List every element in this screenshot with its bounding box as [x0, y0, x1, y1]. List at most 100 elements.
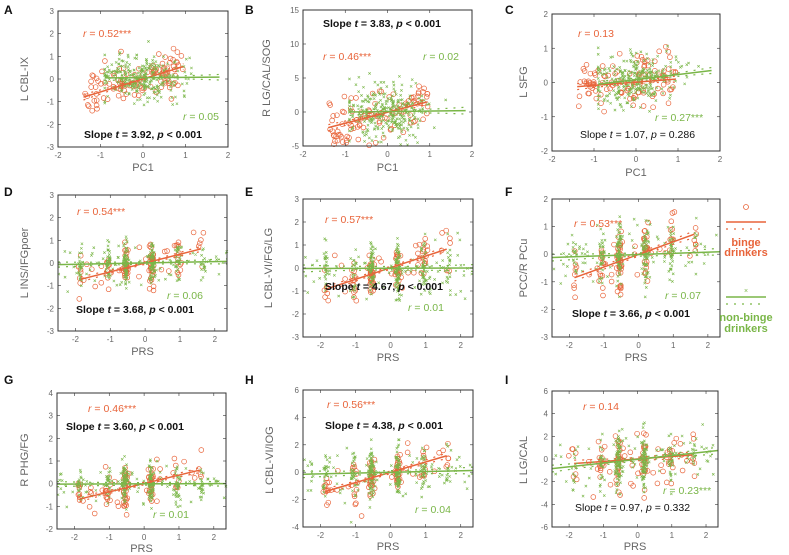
nonbinge-point — [394, 261, 398, 265]
nonbinge-point — [325, 272, 329, 276]
binge-points — [75, 447, 205, 518]
nonbinge-point — [387, 126, 391, 130]
nonbinge-point — [626, 101, 630, 105]
nonbinge-point — [391, 127, 395, 131]
nonbinge-point — [608, 265, 612, 269]
y-tick-label: -1 — [46, 502, 54, 511]
nonbinge-point — [669, 60, 673, 64]
nonbinge-point — [618, 225, 622, 229]
nonbinge-point — [138, 82, 142, 86]
nonbinge-point — [440, 473, 444, 477]
nonbinge-point — [180, 82, 184, 86]
nonbinge-point — [669, 450, 672, 454]
nonbinge-point — [121, 491, 124, 495]
nonbinge-point — [421, 473, 425, 477]
nonbinge-point — [448, 271, 451, 275]
nonbinge-point — [700, 445, 704, 449]
binge-point — [352, 501, 359, 508]
nonbinge-point — [666, 250, 670, 254]
nonbinge-point — [382, 134, 386, 138]
nonbinge-point — [571, 472, 575, 476]
nonbinge-point — [114, 73, 117, 77]
nonbinge-point — [617, 473, 621, 477]
nonbinge-point — [375, 478, 379, 482]
nonbinge-point — [142, 479, 146, 483]
nonbinge-point — [628, 48, 632, 51]
r-binge-label: r = 0.46*** — [323, 51, 371, 63]
nonbinge-point — [423, 449, 427, 453]
nonbinge-point — [393, 465, 397, 469]
legend-binge-label-1: binge — [731, 237, 760, 249]
nonbinge-point — [432, 126, 436, 130]
nonbinge-point — [576, 445, 580, 449]
binge-point — [597, 467, 604, 474]
nonbinge-point — [671, 272, 675, 276]
binge-point — [174, 49, 181, 55]
r-nonbinge-label: r = 0.06 — [167, 290, 203, 302]
nonbinge-point — [424, 250, 428, 254]
y-tick-label: 4 — [49, 389, 54, 398]
nonbinge-point — [423, 261, 427, 264]
nonbinge-point — [104, 267, 108, 271]
nonbinge-point — [642, 241, 646, 245]
nonbinge-point — [188, 56, 192, 60]
binge-point — [198, 447, 205, 453]
nonbinge-point — [79, 266, 83, 270]
nonbinge-point — [166, 79, 170, 83]
nonbinge-point — [323, 494, 327, 498]
nonbinge-point — [646, 57, 649, 60]
y-tick-label: 1 — [50, 52, 55, 61]
slope-test-label: Slope t = 4.38, p < 0.001 — [325, 420, 443, 432]
binge-point — [343, 139, 350, 146]
binge-point — [320, 489, 327, 495]
y-tick-label: 6 — [544, 387, 549, 396]
nonbinge-point — [648, 275, 652, 279]
nonbinge-point — [390, 119, 394, 123]
nonbinge-point — [427, 277, 431, 280]
binge-point — [590, 494, 597, 500]
nonbinge-point — [661, 448, 665, 452]
slope-test-label: Slope t = 4.67, p < 0.001 — [325, 281, 443, 293]
nonbinge-point — [655, 73, 659, 77]
nonbinge-point — [617, 90, 621, 94]
nonbinge-point — [170, 96, 174, 99]
nonbinge-point — [630, 239, 634, 242]
nonbinge-point — [618, 273, 622, 277]
nonbinge-point — [125, 240, 129, 244]
nonbinge-point — [387, 106, 390, 110]
nonbinge-point — [120, 64, 124, 68]
nonbinge-points — [56, 454, 228, 511]
binge-point — [178, 53, 185, 59]
x-tick-label: -1 — [352, 531, 360, 540]
x-tick-label: 0 — [388, 531, 393, 540]
nonbinge-point — [143, 87, 147, 91]
binge-point — [125, 247, 131, 253]
nonbinge-point — [645, 52, 649, 56]
nonbinge-point — [103, 81, 107, 85]
nonbinge-point — [110, 479, 114, 483]
nonbinge-point — [459, 289, 463, 293]
nonbinge-point — [443, 269, 447, 273]
x-tick-label: 2 — [226, 151, 231, 160]
x-tick-label: 1 — [671, 341, 676, 350]
binge-point — [329, 117, 335, 124]
nonbinge-point — [660, 71, 664, 75]
nonbinge-point — [559, 282, 563, 285]
nonbinge-point — [354, 261, 357, 265]
nonbinge-point — [367, 491, 371, 495]
nonbinge-point — [691, 460, 695, 463]
x-axis-label: PRS — [625, 352, 648, 364]
nonbinge-point — [365, 297, 368, 301]
nonbinge-point — [655, 448, 659, 452]
nonbinge-point — [125, 257, 129, 261]
nonbinge-point — [107, 74, 110, 78]
nonbinge-point — [99, 470, 103, 474]
nonbinge-point — [655, 86, 659, 90]
nonbinge-point — [182, 89, 186, 93]
nonbinge-point — [630, 105, 633, 108]
nonbinge-point — [325, 256, 329, 260]
nonbinge-point — [169, 82, 173, 86]
nonbinge-point — [684, 264, 687, 268]
nonbinge-point — [564, 274, 567, 278]
binge-point — [598, 100, 604, 106]
